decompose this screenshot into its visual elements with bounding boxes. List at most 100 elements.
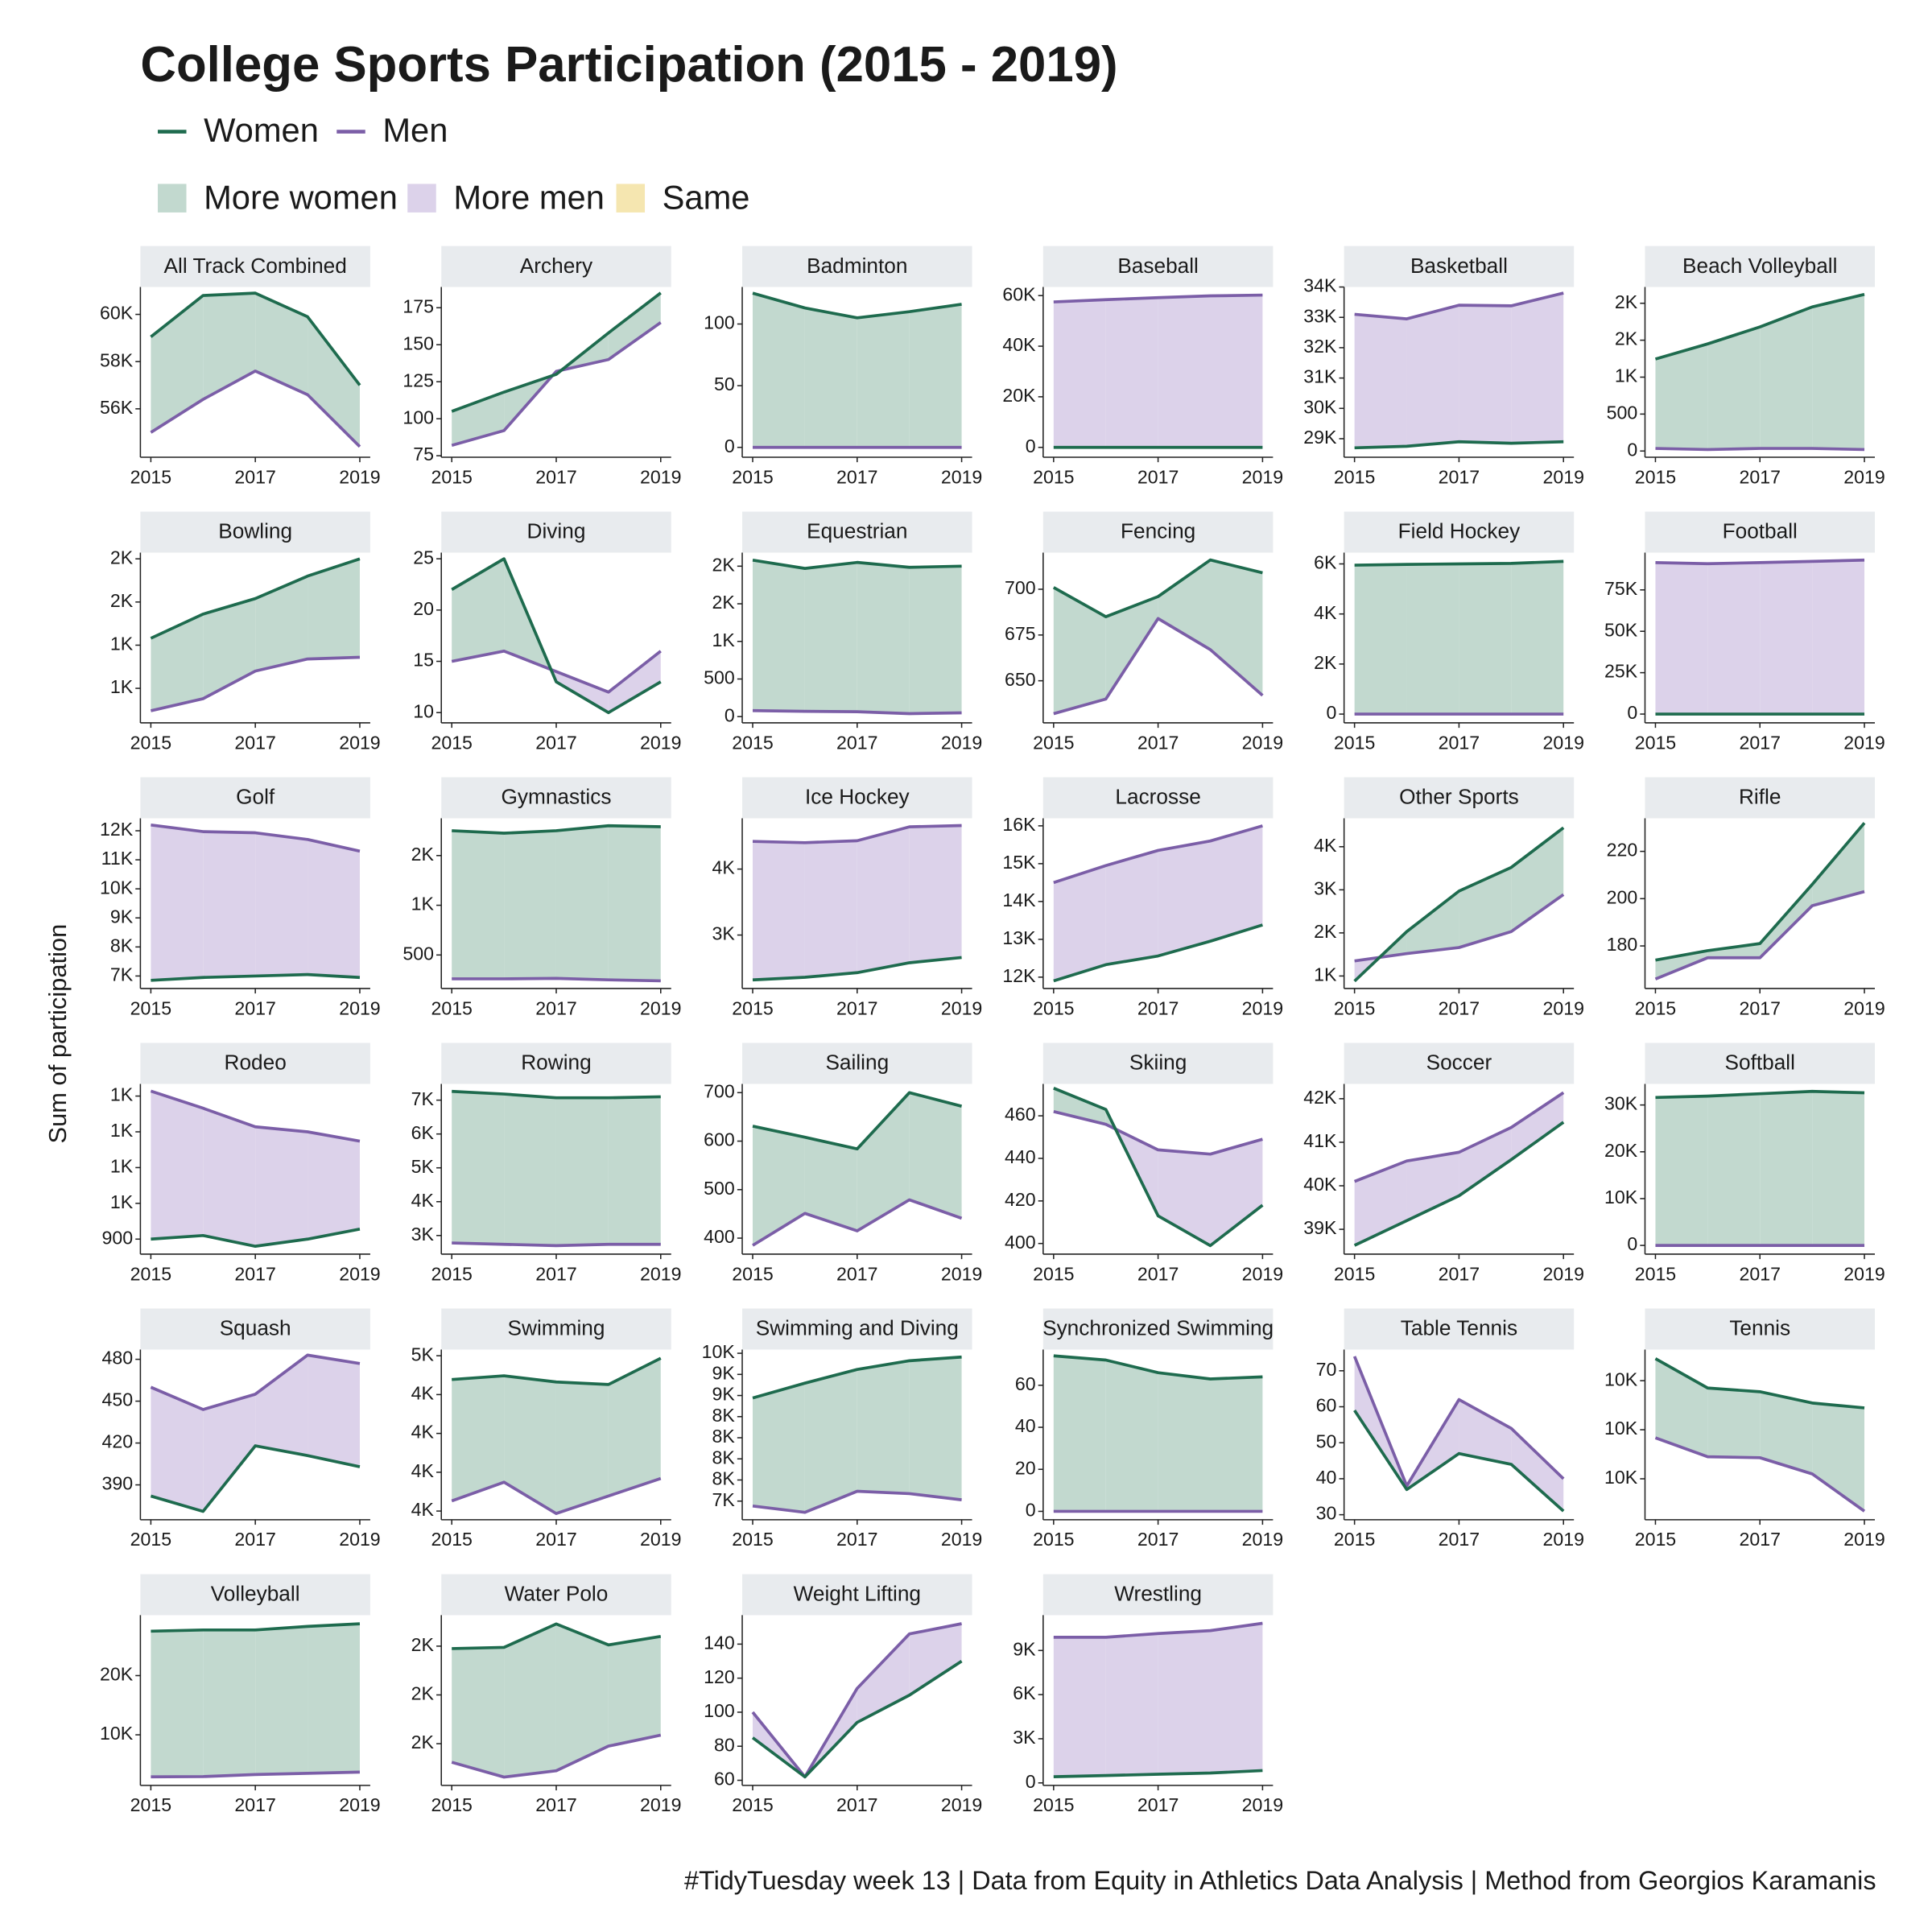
- difference-area: [308, 839, 360, 978]
- strip: [1344, 246, 1575, 287]
- x-tick-label: 2015: [1334, 466, 1375, 487]
- panel-title: Weight Lifting: [794, 1582, 921, 1606]
- series-line: [752, 708, 962, 716]
- difference-area: [608, 1096, 661, 1245]
- y-tick-label: 2K: [1314, 921, 1337, 942]
- x-tick-label: 2019: [640, 1263, 681, 1284]
- y-tick-label: 20K: [1002, 385, 1036, 406]
- difference-area: [452, 1647, 505, 1777]
- chart-title: College Sports Participation (2015 - 201…: [140, 37, 1117, 93]
- y-tick-label: 20: [413, 598, 434, 619]
- x-tick-label: 2019: [640, 1529, 681, 1550]
- series-line: [452, 976, 661, 983]
- difference-area: [1655, 1358, 1708, 1457]
- x-tick-label: 2017: [1137, 1794, 1179, 1815]
- difference-area: [452, 559, 505, 662]
- difference-area: [555, 1381, 609, 1514]
- series-line: [1654, 292, 1865, 361]
- y-tick-label: 12K: [1002, 965, 1036, 986]
- y-tick-label: 2K: [411, 1634, 435, 1655]
- difference-area: [753, 841, 805, 980]
- difference-area: [255, 1126, 308, 1247]
- panel-title: Sailing: [825, 1051, 889, 1075]
- difference-area: [1459, 1127, 1512, 1196]
- y-tick-label: 1K: [110, 1191, 134, 1212]
- x-tick-label: 2015: [431, 1529, 472, 1550]
- x-tick-label: 2015: [732, 1263, 773, 1284]
- y-tick-label: 140: [704, 1632, 735, 1653]
- series-line: [752, 559, 962, 570]
- x-tick-label: 2019: [1843, 997, 1885, 1018]
- y-tick-label: 32K: [1303, 336, 1337, 357]
- strip: [1344, 511, 1575, 553]
- strip: [1645, 1042, 1876, 1084]
- series-line: [1053, 824, 1263, 885]
- series-line: [451, 321, 662, 448]
- panel-title: Squash: [220, 1316, 291, 1340]
- y-tick-label: 25K: [1604, 661, 1638, 682]
- y-tick-label: 4K: [712, 857, 735, 878]
- y-tick-label: 150: [402, 332, 434, 353]
- y-tick-label: 3K: [712, 923, 735, 944]
- series-line: [452, 1356, 662, 1386]
- difference-area: [1158, 559, 1211, 650]
- y-tick-label: 9K: [110, 906, 134, 927]
- y-tick-label: 40: [1316, 1467, 1337, 1488]
- panel-title: Archery: [520, 254, 593, 278]
- x-tick-label: 2015: [732, 997, 773, 1018]
- legend-label: More women: [204, 178, 398, 216]
- y-tick-label: 100: [704, 312, 735, 333]
- x-tick-label: 2015: [130, 997, 171, 1018]
- series-line: [1655, 1089, 1865, 1100]
- y-tick-label: 100: [402, 407, 434, 427]
- y-tick-label: 450: [102, 1389, 134, 1410]
- x-tick-label: 2017: [1739, 1529, 1780, 1550]
- x-tick-label: 2017: [1137, 466, 1179, 487]
- strip: [441, 777, 671, 819]
- difference-area: [909, 1624, 962, 1695]
- difference-area: [555, 825, 609, 980]
- legend-label: Women: [204, 111, 319, 149]
- x-tick-label: 2019: [1843, 466, 1885, 487]
- y-tick-label: 6K: [1314, 552, 1337, 573]
- x-tick-label: 2019: [339, 997, 380, 1018]
- difference-area: [1210, 825, 1263, 942]
- difference-area: [1105, 597, 1158, 700]
- y-tick-label: 10K: [1604, 1467, 1638, 1488]
- x-tick-label: 2019: [1542, 732, 1583, 753]
- x-tick-label: 2015: [1033, 732, 1074, 753]
- difference-area: [308, 316, 360, 447]
- strip: [1042, 1042, 1274, 1084]
- y-tick-label: 9K: [1013, 1638, 1036, 1659]
- difference-area: [1105, 1633, 1158, 1776]
- x-tick-label: 2017: [1137, 1263, 1179, 1284]
- y-tick-label: 41K: [1303, 1130, 1337, 1151]
- difference-area: [1511, 561, 1564, 715]
- x-tick-label: 2017: [234, 466, 275, 487]
- y-tick-label: 11K: [101, 848, 134, 869]
- difference-area: [804, 1369, 857, 1513]
- y-tick-label: 3K: [1314, 877, 1337, 898]
- difference-area: [1459, 305, 1512, 444]
- panel-title: Lacrosse: [1115, 785, 1200, 809]
- difference-area: [1655, 562, 1708, 715]
- series-line: [1353, 1091, 1565, 1183]
- series-line: [150, 369, 361, 448]
- difference-area: [452, 1091, 505, 1245]
- y-tick-label: 440: [1005, 1146, 1036, 1167]
- y-tick-label: 4K: [1314, 835, 1337, 856]
- y-tick-label: 7K: [110, 964, 134, 985]
- series-line: [150, 291, 361, 386]
- series-line: [752, 291, 962, 320]
- difference-area: [1655, 344, 1708, 450]
- difference-area: [1053, 1088, 1106, 1125]
- y-tick-label: 10K: [100, 877, 134, 898]
- y-tick-label: 40K: [1002, 334, 1036, 355]
- difference-area: [203, 1629, 256, 1777]
- x-tick-label: 2017: [1439, 1263, 1480, 1284]
- difference-area: [203, 1393, 256, 1512]
- x-tick-label: 2019: [941, 1529, 982, 1550]
- y-tick-label: 1K: [1615, 365, 1638, 386]
- x-tick-label: 2017: [1739, 1263, 1780, 1284]
- y-tick-label: 29K: [1303, 427, 1337, 448]
